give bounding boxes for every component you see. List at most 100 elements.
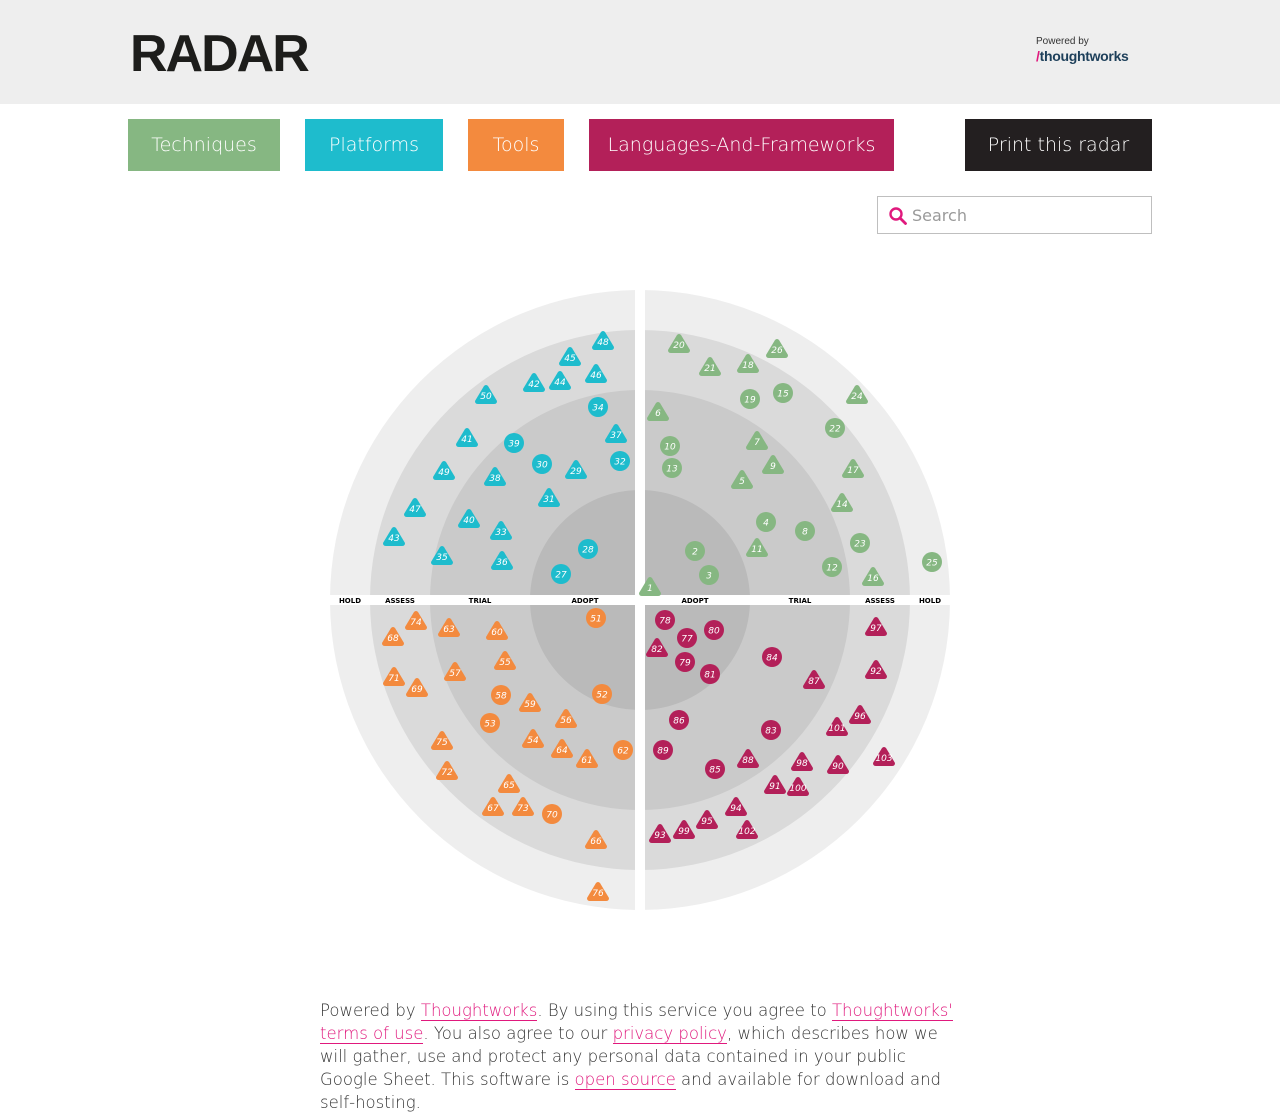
- blip-35[interactable]: 35: [431, 546, 453, 565]
- blip-16[interactable]: 16: [862, 567, 884, 586]
- blip-87[interactable]: 87: [803, 670, 825, 689]
- platforms-button[interactable]: Platforms: [305, 119, 443, 171]
- blip-66[interactable]: 66: [585, 830, 607, 849]
- blip-41[interactable]: 41: [456, 428, 478, 447]
- blip-82[interactable]: 82: [646, 638, 668, 657]
- blip-97[interactable]: 97: [865, 617, 887, 636]
- blip-11[interactable]: 11: [746, 538, 768, 557]
- blip-80[interactable]: 80: [704, 620, 724, 640]
- blip-81[interactable]: 81: [700, 664, 720, 684]
- blip-77[interactable]: 77: [677, 628, 697, 648]
- blip-5[interactable]: 5: [731, 470, 753, 489]
- search-field[interactable]: [877, 196, 1152, 234]
- blip-55[interactable]: 55: [494, 651, 516, 670]
- blip-28[interactable]: 28: [578, 539, 598, 559]
- blip-30[interactable]: 30: [532, 454, 552, 474]
- terms-of-use-link[interactable]: Thoughtworks' terms of use: [320, 1001, 953, 1044]
- blip-54[interactable]: 54: [522, 729, 544, 748]
- blip-25[interactable]: 25: [922, 552, 942, 572]
- blip-22[interactable]: 22: [825, 418, 845, 438]
- blip-53[interactable]: 53: [480, 713, 500, 733]
- search-input[interactable]: [912, 201, 1142, 229]
- blip-76[interactable]: 76: [587, 882, 609, 901]
- blip-70[interactable]: 70: [542, 804, 562, 824]
- blip-23[interactable]: 23: [850, 533, 870, 553]
- blip-79[interactable]: 79: [675, 652, 695, 672]
- blip-27[interactable]: 27: [551, 564, 571, 584]
- blip-99[interactable]: 99: [673, 820, 695, 839]
- powered-by-logo[interactable]: Powered by /thoughtworks: [1036, 36, 1156, 64]
- blip-102[interactable]: 102: [736, 820, 758, 839]
- languages-and-frameworks-button[interactable]: Languages-And-Frameworks: [589, 119, 894, 171]
- blip-31[interactable]: 31: [538, 488, 560, 507]
- blip-52[interactable]: 52: [592, 684, 612, 704]
- blip-24[interactable]: 24: [846, 385, 868, 404]
- blip-95[interactable]: 95: [696, 810, 718, 829]
- blip-18[interactable]: 18: [737, 354, 759, 373]
- blip-69[interactable]: 69: [406, 678, 428, 697]
- blip-101[interactable]: 101: [826, 717, 848, 736]
- blip-64[interactable]: 64: [551, 739, 573, 758]
- blip-45[interactable]: 45: [559, 347, 581, 366]
- blip-92[interactable]: 92: [865, 660, 887, 679]
- blip-88[interactable]: 88: [737, 749, 759, 768]
- blip-94[interactable]: 94: [725, 797, 747, 816]
- blip-51[interactable]: 51: [586, 608, 606, 628]
- blip-85[interactable]: 85: [705, 759, 725, 779]
- radar-logo[interactable]: RADAR: [130, 25, 310, 83]
- blip-39[interactable]: 39: [504, 433, 524, 453]
- blip-91[interactable]: 91: [764, 775, 786, 794]
- blip-19[interactable]: 19: [740, 389, 760, 409]
- blip-10[interactable]: 10: [660, 436, 680, 456]
- blip-48[interactable]: 48: [592, 331, 614, 350]
- blip-71[interactable]: 71: [383, 667, 405, 686]
- blip-40[interactable]: 40: [458, 509, 480, 528]
- print-radar-button[interactable]: Print this radar: [965, 119, 1152, 171]
- blip-34[interactable]: 34: [588, 397, 608, 417]
- blip-4[interactable]: 4: [756, 512, 776, 532]
- blip-47[interactable]: 47: [404, 498, 426, 517]
- blip-12[interactable]: 12: [822, 557, 842, 577]
- blip-1[interactable]: 1: [639, 577, 661, 596]
- blip-73[interactable]: 73: [512, 797, 534, 816]
- blip-83[interactable]: 83: [761, 720, 781, 740]
- blip-86[interactable]: 86: [669, 710, 689, 730]
- blip-26[interactable]: 26: [766, 339, 788, 358]
- blip-33[interactable]: 33: [490, 521, 512, 540]
- blip-44[interactable]: 44: [549, 371, 571, 390]
- techniques-button[interactable]: Techniques: [128, 119, 280, 171]
- blip-37[interactable]: 37: [605, 424, 627, 443]
- blip-3[interactable]: 3: [699, 565, 719, 585]
- blip-7[interactable]: 7: [746, 431, 768, 450]
- blip-65[interactable]: 65: [498, 774, 520, 793]
- blip-43[interactable]: 43: [383, 527, 405, 546]
- blip-96[interactable]: 96: [849, 705, 871, 724]
- blip-32[interactable]: 32: [610, 451, 630, 471]
- blip-49[interactable]: 49: [433, 461, 455, 480]
- blip-60[interactable]: 60: [486, 621, 508, 640]
- tools-button[interactable]: Tools: [468, 119, 564, 171]
- blip-63[interactable]: 63: [438, 618, 460, 637]
- blip-9[interactable]: 9: [762, 455, 784, 474]
- blip-50[interactable]: 50: [475, 385, 497, 404]
- blip-68[interactable]: 68: [382, 627, 404, 646]
- blip-38[interactable]: 38: [484, 467, 506, 486]
- blip-93[interactable]: 93: [649, 824, 671, 843]
- blip-8[interactable]: 8: [795, 521, 815, 541]
- blip-98[interactable]: 98: [791, 752, 813, 771]
- blip-17[interactable]: 17: [842, 459, 864, 478]
- blip-67[interactable]: 67: [482, 797, 504, 816]
- blip-14[interactable]: 14: [831, 493, 853, 512]
- blip-72[interactable]: 72: [436, 761, 458, 780]
- open-source-link[interactable]: open source: [574, 1070, 676, 1090]
- blip-29[interactable]: 29: [565, 460, 587, 479]
- blip-6[interactable]: 6: [647, 402, 669, 421]
- privacy-policy-link[interactable]: privacy policy: [612, 1024, 727, 1044]
- blip-84[interactable]: 84: [762, 647, 782, 667]
- thoughtworks-link[interactable]: Thoughtworks: [420, 1001, 538, 1021]
- blip-61[interactable]: 61: [576, 749, 598, 768]
- blip-62[interactable]: 62: [613, 740, 633, 760]
- blip-75[interactable]: 75: [431, 731, 453, 750]
- blip-90[interactable]: 90: [827, 755, 849, 774]
- blip-56[interactable]: 56: [555, 709, 577, 728]
